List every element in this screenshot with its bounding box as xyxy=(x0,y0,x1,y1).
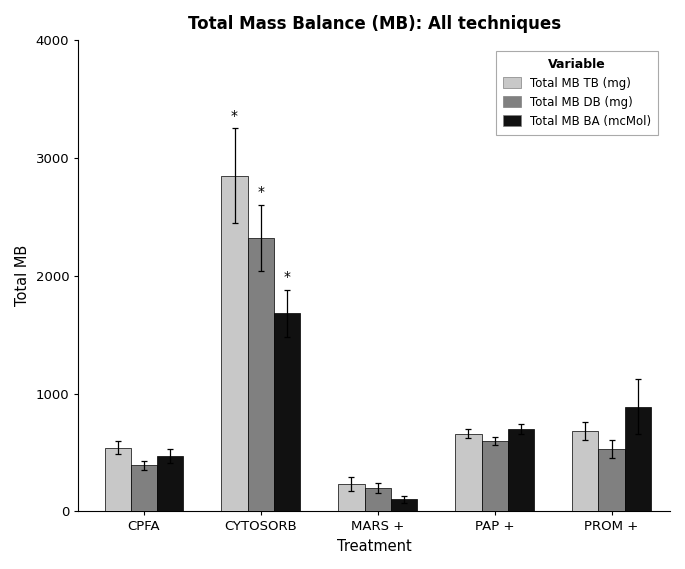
Bar xyxy=(391,499,417,512)
Legend: Total MB TB (mg), Total MB DB (mg), Total MB BA (mcMol): Total MB TB (mg), Total MB DB (mg), Tota… xyxy=(496,51,658,135)
Bar xyxy=(456,434,482,512)
Bar xyxy=(221,176,248,512)
Bar xyxy=(131,465,157,512)
Bar xyxy=(274,314,300,512)
X-axis label: Treatment: Treatment xyxy=(337,539,412,554)
Bar xyxy=(482,441,508,512)
Y-axis label: Total MB: Total MB xyxy=(15,245,30,306)
Bar xyxy=(338,484,364,512)
Bar xyxy=(248,238,274,512)
Bar xyxy=(157,456,184,512)
Bar xyxy=(599,449,625,512)
Text: *: * xyxy=(258,185,264,199)
Bar xyxy=(105,448,131,512)
Bar xyxy=(508,429,534,512)
Text: *: * xyxy=(231,109,238,122)
Bar xyxy=(625,407,651,512)
Text: *: * xyxy=(284,270,290,284)
Title: Total Mass Balance (MB): All techniques: Total Mass Balance (MB): All techniques xyxy=(188,15,560,33)
Bar xyxy=(572,431,599,512)
Bar xyxy=(364,488,391,512)
